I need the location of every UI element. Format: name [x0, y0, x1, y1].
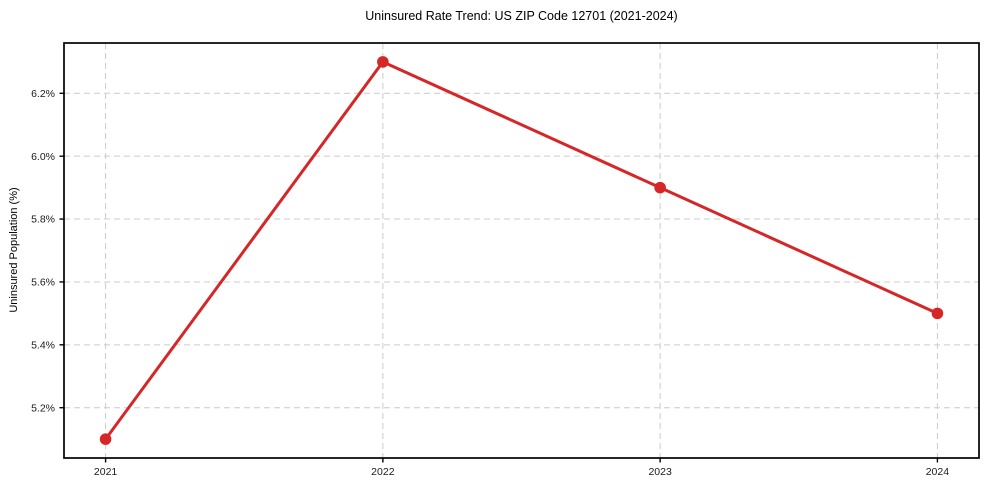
x-tick-label: 2021: [94, 466, 118, 478]
x-tick-label: 2022: [371, 466, 395, 478]
data-point: [931, 307, 944, 320]
data-point: [654, 181, 666, 194]
y-tick-label: 5.4%: [31, 339, 55, 351]
x-tick-label: 2023: [648, 466, 672, 478]
y-tick-label: 6.2%: [31, 88, 55, 100]
x-tick-label: 2024: [926, 466, 950, 478]
chart-title: Uninsured Rate Trend: US ZIP Code 12701 …: [365, 9, 678, 23]
data-point: [377, 56, 389, 68]
axes-frame: [63, 42, 980, 459]
y-tick-label: 5.6%: [31, 277, 55, 289]
data-point: [99, 433, 112, 445]
y-tick-label: 5.2%: [31, 402, 55, 414]
y-tick-label: 6.0%: [31, 151, 55, 163]
trend-line: [104, 60, 939, 441]
y-tick-label: 5.8%: [31, 214, 55, 226]
